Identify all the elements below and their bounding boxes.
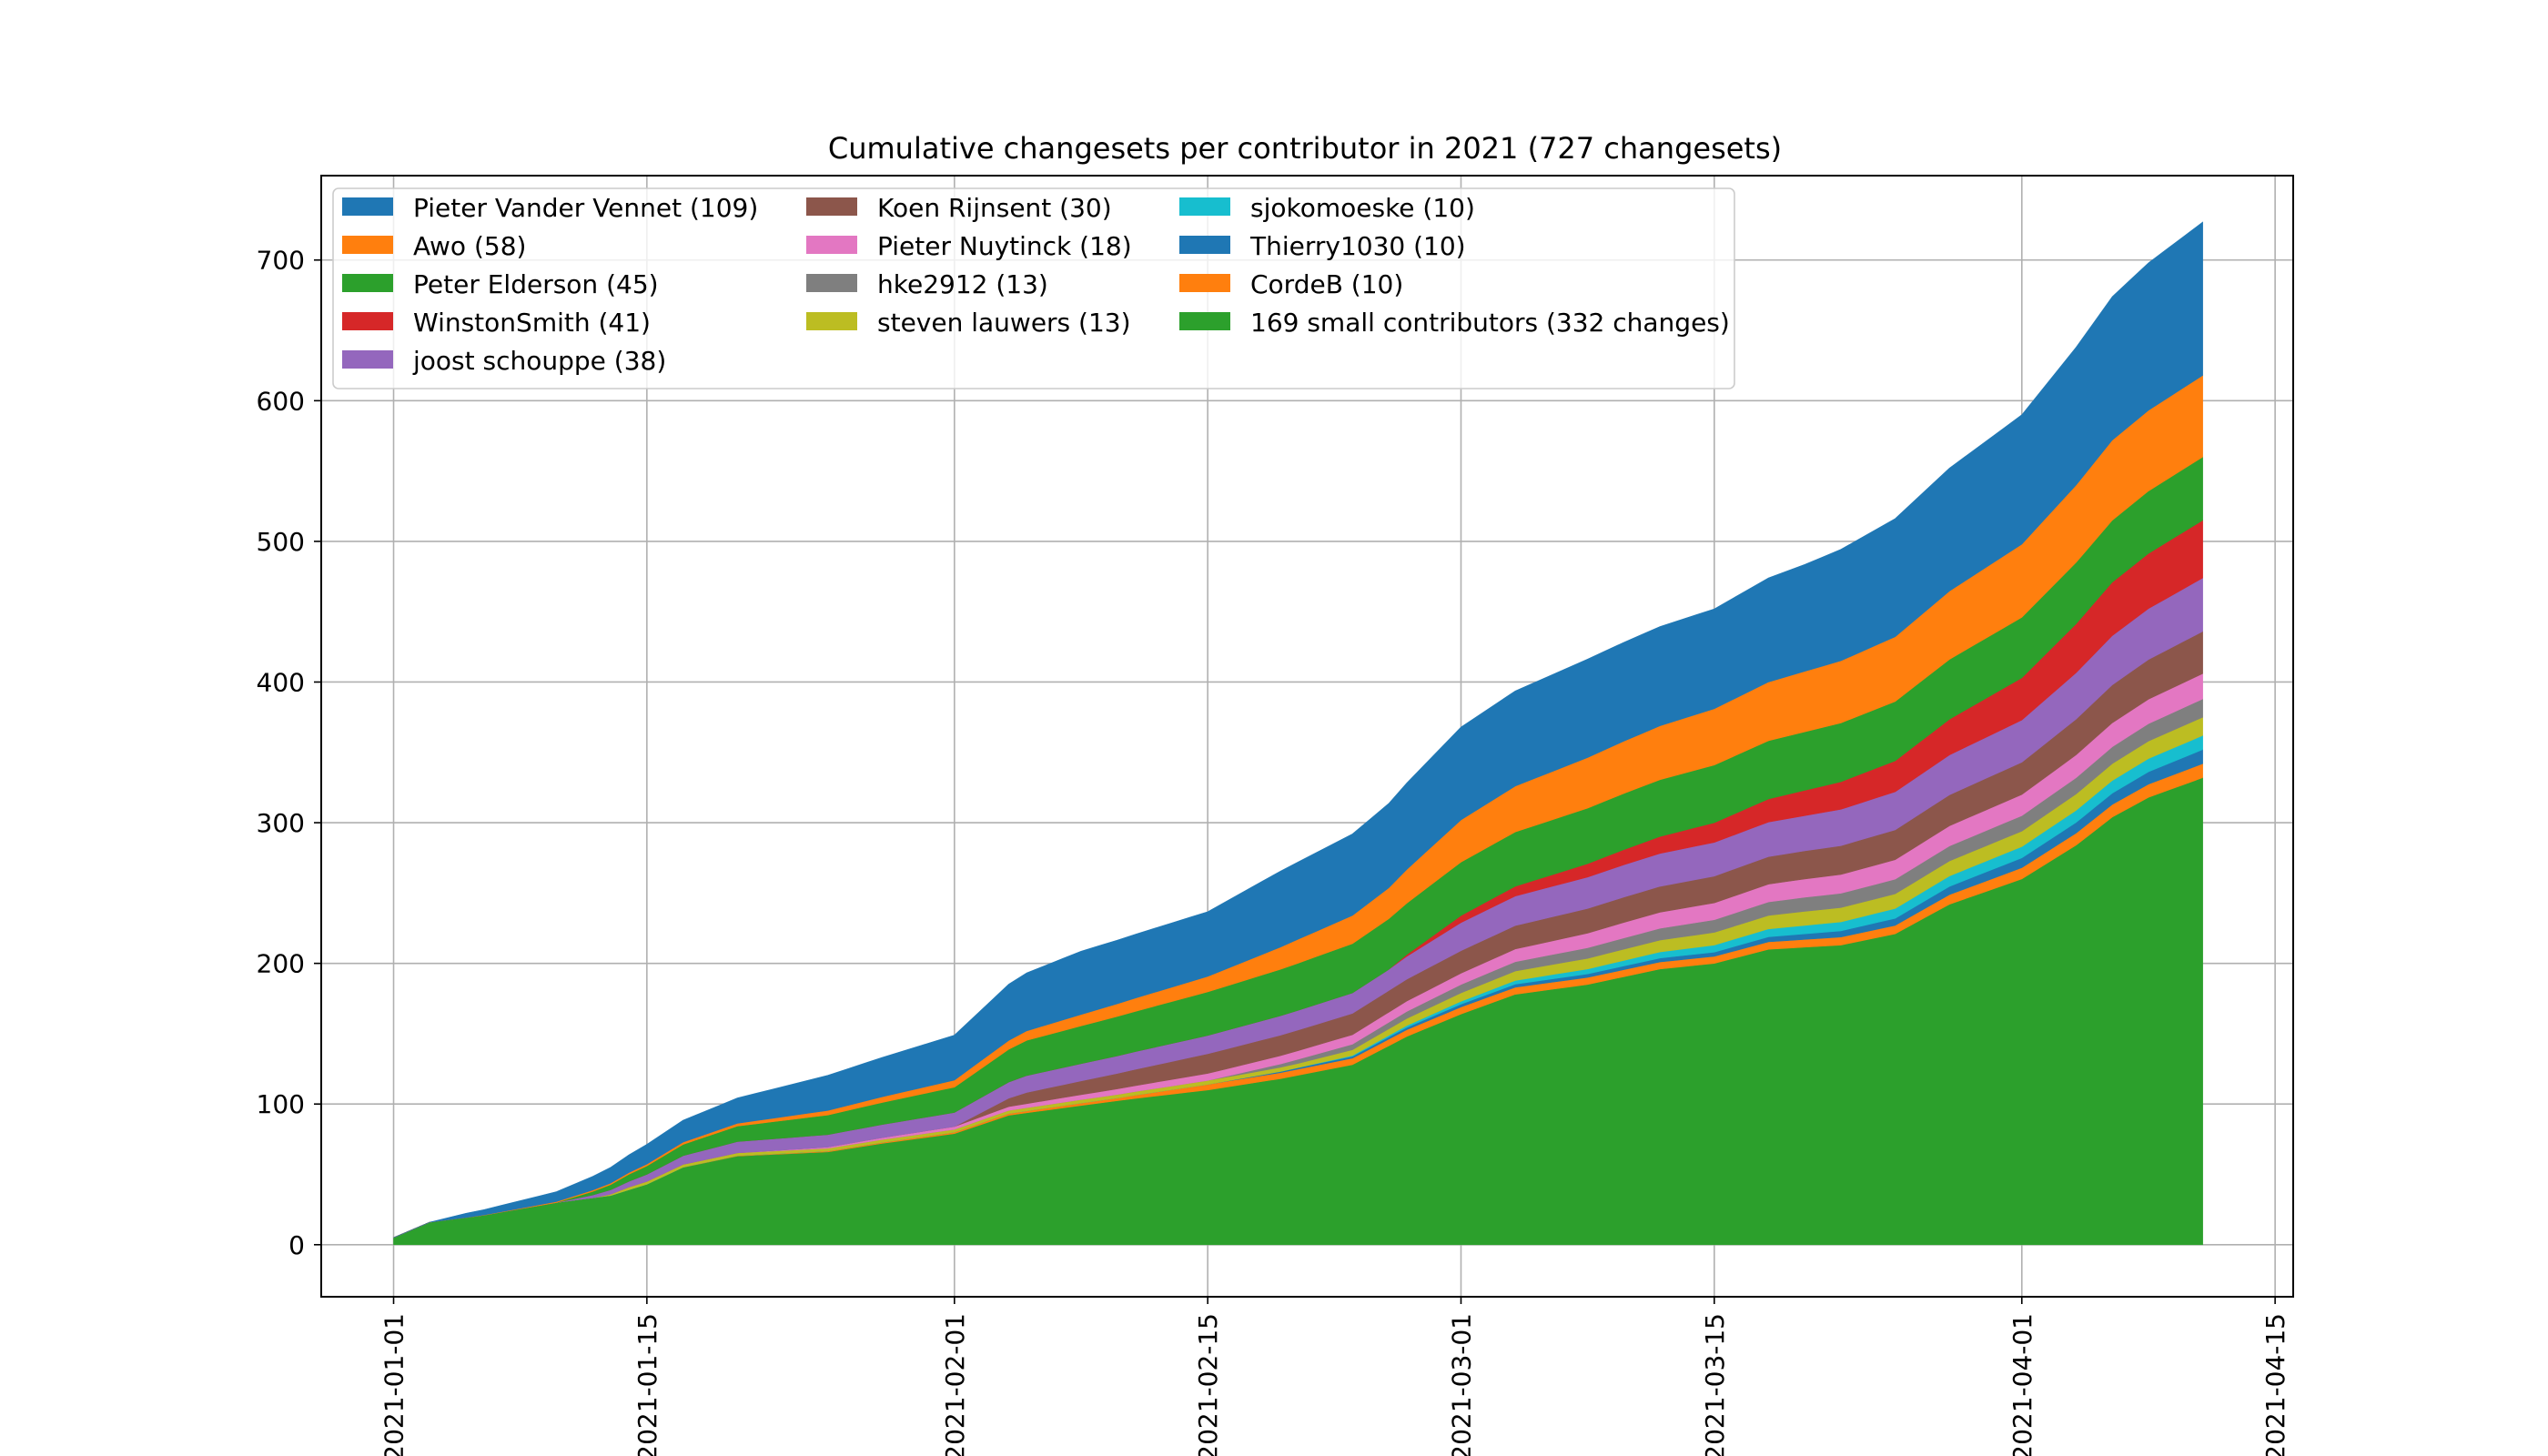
y-tick-label: 200 xyxy=(257,949,305,979)
legend-swatch xyxy=(342,274,393,292)
legend-swatch xyxy=(806,274,857,292)
x-tick-label: 2021-03-15 xyxy=(1700,1313,1730,1456)
legend-label: Awo (58) xyxy=(413,231,526,261)
legend-label: Thierry1030 (10) xyxy=(1249,231,1466,261)
x-tick-label: 2021-01-15 xyxy=(632,1313,662,1456)
legend-swatch xyxy=(342,236,393,254)
plot-frame xyxy=(320,175,2294,1298)
legend-label: steven lauwers (13) xyxy=(877,308,1131,338)
x-axis: 2021-01-01 2021-01-15 2021-02-01 2021-02-15… xyxy=(379,1297,2290,1456)
legend-label: Pieter Nuytinck (18) xyxy=(877,231,1132,261)
y-tick-label: 600 xyxy=(257,386,305,416)
legend-swatch xyxy=(342,197,393,216)
legend-swatch xyxy=(806,197,857,216)
legend-label: Pieter Vander Vennet (109) xyxy=(413,193,758,223)
y-tick-label: 400 xyxy=(257,667,305,697)
area-series-pieter-vander-vennet xyxy=(393,221,2203,1239)
legend-label: WinstonSmith (41) xyxy=(413,308,651,338)
legend-label: Koen Rijnsent (30) xyxy=(877,193,1112,223)
x-tick-label: 2021-02-01 xyxy=(940,1313,970,1456)
x-tick-label: 2021-04-01 xyxy=(2007,1313,2037,1456)
legend-swatch xyxy=(342,312,393,330)
x-tick-label: 2021-01-01 xyxy=(379,1313,410,1456)
legend-swatch xyxy=(1179,197,1230,216)
y-axis: 0 100 200 300 400 500 600 700 xyxy=(257,246,321,1260)
legend-label: joost schouppe (38) xyxy=(412,346,666,376)
legend-label: 169 small contributors (332 changes) xyxy=(1250,308,1730,338)
legend-swatch xyxy=(1179,312,1230,330)
chart-title: Cumulative changesets per contributor in… xyxy=(828,131,1782,166)
legend-swatch xyxy=(806,236,857,254)
legend-swatch xyxy=(342,350,393,369)
legend-label: hke2912 (13) xyxy=(877,269,1048,299)
legend-box xyxy=(332,187,1735,389)
legend: Pieter Vander Vennet (109) Awo (58) Peter … xyxy=(332,187,1735,389)
legend-swatch xyxy=(1179,236,1230,254)
y-tick-label: 300 xyxy=(257,808,305,838)
y-tick-label: 500 xyxy=(257,527,305,557)
legend-swatch xyxy=(806,312,857,330)
legend-label: Peter Elderson (45) xyxy=(413,269,659,299)
x-tick-label: 2021-03-01 xyxy=(1446,1313,1476,1456)
stacked-areas xyxy=(393,221,2203,1246)
x-tick-label: 2021-02-15 xyxy=(1193,1313,1223,1456)
x-tick-label: 2021-04-15 xyxy=(2260,1313,2290,1456)
y-tick-label: 100 xyxy=(257,1089,305,1119)
y-tick-label: 0 xyxy=(288,1230,305,1260)
legend-label: sjokomoeske (10) xyxy=(1250,193,1475,223)
legend-swatch xyxy=(1179,274,1230,292)
y-tick-label: 700 xyxy=(257,246,305,276)
legend-label: CordeB (10) xyxy=(1250,269,1403,299)
